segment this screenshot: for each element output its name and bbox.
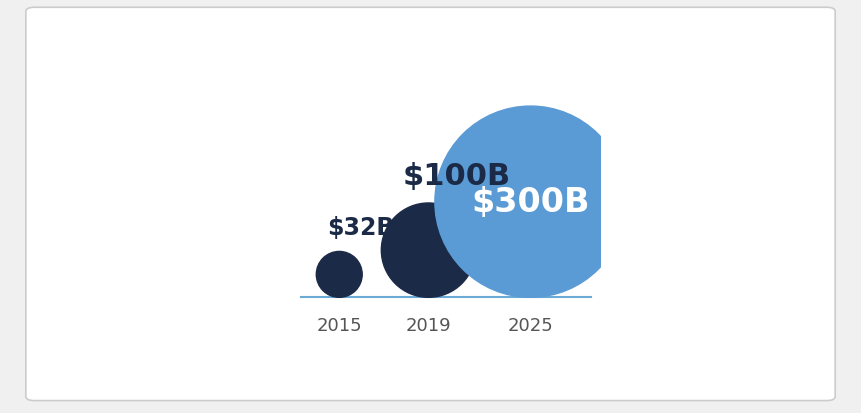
Text: $300B: $300B [471, 186, 590, 218]
Text: 2019: 2019 [406, 317, 451, 335]
Circle shape [381, 204, 475, 298]
FancyBboxPatch shape [26, 8, 835, 401]
Circle shape [435, 107, 626, 298]
Text: 2015: 2015 [317, 317, 362, 335]
Circle shape [316, 252, 362, 298]
Text: 2025: 2025 [508, 317, 554, 335]
Text: $32B: $32B [326, 215, 394, 239]
Text: $100B: $100B [403, 162, 511, 191]
